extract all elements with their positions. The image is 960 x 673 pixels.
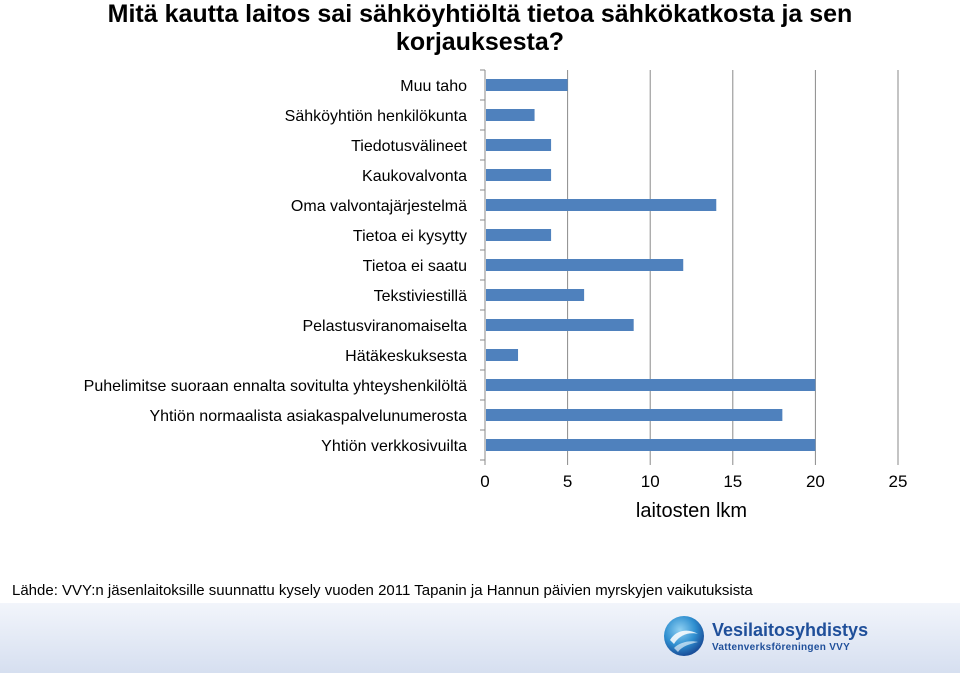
bar-chart: Muu taho Sähköyhtiön henkilökunta Tiedotus… bbox=[84, 69, 907, 522]
source-note: Lähde: VVY:n jäsenlaitoksille suunnattu … bbox=[0, 576, 960, 606]
bar bbox=[486, 109, 535, 121]
category-label: Tietoa ei kysytty bbox=[353, 228, 467, 245]
x-tick-label: 5 bbox=[563, 472, 572, 491]
footer-band bbox=[0, 603, 960, 673]
x-tick-label: 10 bbox=[641, 472, 660, 491]
bar bbox=[486, 259, 684, 271]
category-label: Oma valvontajärjestelmä bbox=[291, 198, 467, 215]
category-label: Tekstiviestillä bbox=[374, 288, 467, 305]
vvy-logo: Vesilaitosyhdistys Vattenverksföreningen… bbox=[662, 614, 902, 660]
category-label: Hätäkeskuksesta bbox=[345, 348, 467, 365]
category-label: Tiedotusvälineet bbox=[351, 138, 467, 155]
category-label: Yhtiön verkkosivuilta bbox=[321, 438, 467, 455]
bar bbox=[486, 169, 552, 181]
chart-title: Mitä kautta laitos sai sähköyhtiöltä tie… bbox=[0, 0, 960, 56]
bar bbox=[486, 319, 634, 331]
bar bbox=[486, 439, 816, 451]
chart-title-line-2: korjauksesta? bbox=[395, 28, 565, 56]
x-axis-label: laitosten lkm bbox=[636, 500, 747, 522]
bar bbox=[486, 349, 519, 361]
category-label: Pelastusviranomaiselta bbox=[302, 318, 467, 335]
bar bbox=[486, 379, 816, 391]
x-tick-label: 0 bbox=[480, 472, 489, 491]
category-label: Yhtiön normaalista asiakaspalvelunumeros… bbox=[149, 408, 467, 425]
bar bbox=[486, 199, 717, 211]
logo-name: Vesilaitosyhdistys bbox=[712, 620, 869, 640]
category-label: Muu taho bbox=[400, 78, 467, 95]
bar bbox=[486, 409, 783, 421]
category-label: Puhelimitse suoraan ennalta sovitulta yh… bbox=[84, 378, 467, 395]
logo-subtitle: Vattenverksföreningen VVY bbox=[712, 642, 851, 653]
category-label: Sähköyhtiön henkilökunta bbox=[285, 108, 467, 125]
chart-title-line-1: Mitä kautta laitos sai sähköyhtiöltä tie… bbox=[107, 0, 853, 28]
category-label: Tietoa ei saatu bbox=[363, 258, 467, 275]
water-drop-logo-icon bbox=[664, 616, 704, 656]
category-label: Kaukovalvonta bbox=[362, 168, 467, 185]
x-tick-labels: 0 5 10 15 20 25 bbox=[480, 472, 907, 491]
grid-lines bbox=[480, 69, 899, 465]
bars bbox=[486, 79, 816, 451]
category-labels: Muu taho Sähköyhtiön henkilökunta Tiedotus… bbox=[84, 78, 468, 455]
bar bbox=[486, 289, 585, 301]
x-tick-label: 15 bbox=[723, 472, 742, 491]
x-tick-label: 20 bbox=[806, 472, 825, 491]
bar bbox=[486, 229, 552, 241]
bar bbox=[486, 79, 568, 91]
x-tick-label: 25 bbox=[889, 472, 908, 491]
bar bbox=[486, 139, 552, 151]
